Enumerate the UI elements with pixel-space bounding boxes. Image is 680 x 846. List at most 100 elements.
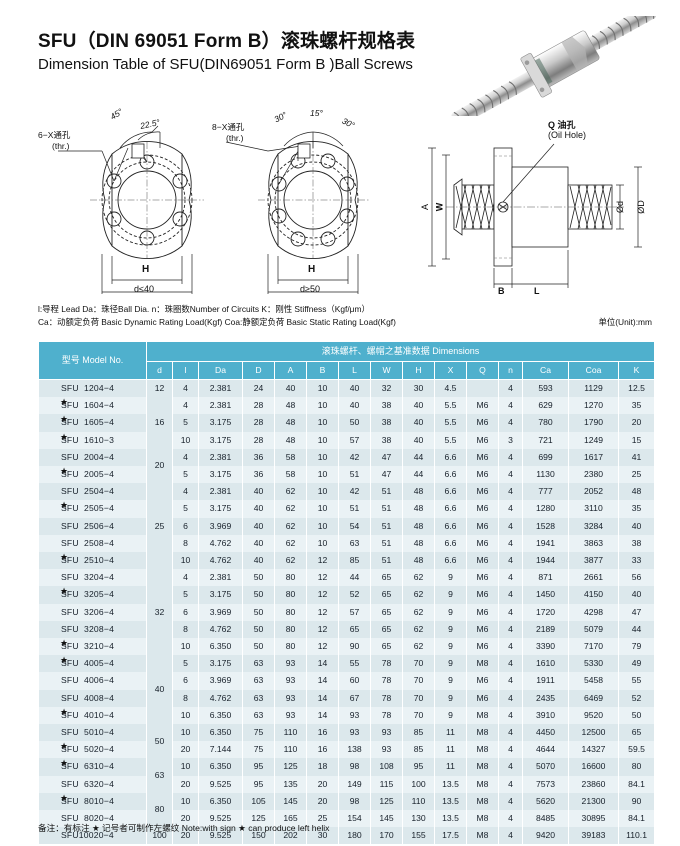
cell-da: 6.350 — [198, 638, 243, 656]
label-dia-d-large: ØD — [635, 200, 646, 214]
cell-d: 28 — [242, 431, 275, 449]
left-helix-star-icon: ★ — [59, 792, 69, 803]
cell-n: 4 — [498, 534, 523, 553]
table-row: SFU 3206−4 6 3.969 50 80 12 57 65 62 9 M6 4 1720 4298… — [38, 603, 656, 621]
cell-d: 63 — [146, 758, 173, 793]
cell-d: 63 — [242, 706, 275, 725]
cell-model: SFU 8010−4 — [38, 792, 147, 811]
cell-coa: 5079 — [568, 620, 619, 639]
label-angle-15: 15° — [310, 108, 323, 118]
cell-n: 4 — [498, 792, 523, 811]
cell-d: 40 — [242, 517, 275, 535]
cell-x: 5.5 — [434, 397, 467, 415]
cell-b: 10 — [306, 431, 339, 449]
table-row: SFU 6320−4 20 9.525 95 135 20 149 115 100 13.5 M8 4… — [38, 775, 656, 793]
cell-h: 40 — [402, 414, 435, 432]
cell-da: 2.381 — [198, 483, 243, 501]
cell-a: 40 — [274, 379, 307, 398]
label-dim-b: B — [498, 286, 505, 296]
cell-l: 44 — [338, 569, 371, 587]
label-dim-d-left: d≤40 — [134, 284, 154, 294]
cell-b: 10 — [306, 379, 339, 398]
cell-coa: 5458 — [568, 672, 619, 690]
cell-x: 17.5 — [434, 827, 467, 845]
cell-h: 62 — [402, 603, 435, 621]
label-dim-h-left: H — [142, 264, 150, 275]
cell-coa: 6469 — [568, 689, 619, 707]
left-helix-star-icon: ★ — [59, 397, 69, 408]
cell-da: 6.350 — [198, 706, 243, 725]
cell-n: 4 — [498, 603, 523, 621]
cell-q: M8 — [466, 724, 499, 742]
cell-q: M6 — [466, 638, 499, 656]
cell-d: 40 — [146, 655, 173, 725]
cell-b: 12 — [306, 586, 339, 604]
cell-b: 30 — [306, 827, 339, 845]
footnote: 备注：有标注 ★ 记号者可制作左螺纹 Note:with sign ★ can … — [38, 823, 330, 833]
cell-w: 93 — [370, 741, 403, 759]
cell-l: 5 — [172, 655, 199, 673]
cell-a: 62 — [274, 500, 307, 518]
cell-da: 2.381 — [198, 397, 243, 415]
cell-n: 4 — [498, 586, 523, 604]
cell-n: 4 — [498, 655, 523, 673]
cell-l: 57 — [338, 431, 371, 449]
cell-n: 4 — [498, 448, 523, 467]
col-header-coa: Coa — [568, 361, 619, 380]
cell-model: SFU 4010−4 — [38, 706, 147, 725]
cell-k: 84.1 — [617, 810, 656, 828]
col-header-ca: Ca — [522, 361, 569, 380]
cell-ca: 2435 — [522, 689, 569, 707]
cell-l: 8 — [172, 534, 199, 553]
table-row: SFU 3205−4 5 3.175 50 80 12 52 65 62 9 M6 4 1450 4150… — [38, 586, 656, 604]
cell-l: 20 — [172, 741, 199, 759]
cell-l: 55 — [338, 655, 371, 673]
cell-da: 4.762 — [198, 534, 243, 553]
cell-h: 85 — [402, 724, 435, 742]
cell-w: 32 — [370, 379, 403, 398]
cell-x: 5.5 — [434, 414, 467, 432]
cell-a: 48 — [274, 414, 307, 432]
cell-b: 18 — [306, 758, 339, 776]
cell-da: 4.762 — [198, 689, 243, 707]
cell-ca: 4644 — [522, 741, 569, 759]
cell-h: 48 — [402, 517, 435, 535]
cell-ca: 9420 — [522, 827, 569, 845]
cell-w: 47 — [370, 448, 403, 467]
cell-k: 50 — [617, 706, 656, 725]
cell-n: 4 — [498, 500, 523, 518]
cell-x: 13.5 — [434, 775, 467, 793]
cell-l: 98 — [338, 792, 371, 811]
cell-a: 62 — [274, 534, 307, 553]
cell-b: 14 — [306, 706, 339, 725]
cell-model: SFU 4005−4 — [38, 655, 147, 673]
cell-l: 60 — [338, 672, 371, 690]
cell-b: 20 — [306, 792, 339, 811]
cell-model: SFU 1610−3 — [38, 431, 147, 449]
cell-h: 70 — [402, 655, 435, 673]
cell-w: 38 — [370, 414, 403, 432]
table-row: SFU 2005−4 5 3.175 36 58 10 51 47 44 6.6 M6 4 1130 23… — [38, 466, 656, 484]
unit-label: 单位(Unit):mm — [598, 317, 652, 327]
label-oil-hole-cn: Q 油孔 — [548, 120, 576, 130]
cell-model: SFU 4006−4 — [38, 672, 147, 690]
cell-a: 80 — [274, 638, 307, 656]
cell-d: 28 — [242, 414, 275, 432]
label-dim-h-middle: H — [308, 264, 316, 275]
cell-model: SFU 4008−4 — [38, 689, 147, 707]
cell-n: 4 — [498, 810, 523, 828]
cell-ca: 721 — [522, 431, 569, 449]
cell-n: 4 — [498, 569, 523, 587]
cell-q: M8 — [466, 758, 499, 776]
legend-block: l:导程 Lead Da：珠径Ball Dia. n：珠圈数Number of … — [38, 303, 396, 329]
cell-a: 48 — [274, 431, 307, 449]
cell-h: 40 — [402, 431, 435, 449]
table-head-group-row: 型号 Model No. 滚珠螺杆、螺帽之基准数据 Dimensions — [38, 341, 656, 380]
cell-l: 154 — [338, 810, 371, 828]
cell-w: 51 — [370, 534, 403, 553]
legend-line-2: Ca：动额定负荷 Basic Dynamic Rating Load(Kgf) … — [38, 317, 396, 327]
cell-l: 149 — [338, 775, 371, 793]
cell-q: M6 — [466, 620, 499, 639]
cell-l: 20 — [172, 810, 199, 828]
cell-l: 52 — [338, 586, 371, 604]
